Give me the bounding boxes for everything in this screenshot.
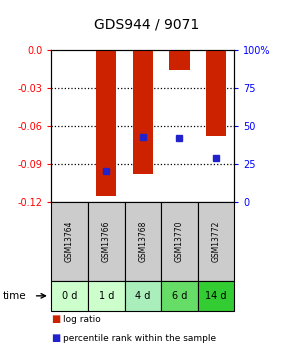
Bar	[96, 50, 116, 196]
Text: log ratio: log ratio	[63, 315, 101, 324]
Text: 1 d: 1 d	[98, 291, 114, 301]
Text: GSM13770: GSM13770	[175, 221, 184, 262]
Text: GSM13764: GSM13764	[65, 221, 74, 262]
Text: 6 d: 6 d	[172, 291, 187, 301]
Text: 0 d: 0 d	[62, 291, 77, 301]
Text: GSM13768: GSM13768	[138, 221, 147, 262]
Bar	[206, 50, 226, 136]
Text: GDS944 / 9071: GDS944 / 9071	[94, 17, 199, 31]
Text: 4 d: 4 d	[135, 291, 151, 301]
Text: GSM13766: GSM13766	[102, 221, 111, 262]
Text: ■: ■	[51, 314, 61, 324]
Text: time: time	[3, 291, 27, 301]
Text: percentile rank within the sample: percentile rank within the sample	[63, 334, 216, 343]
Text: 14 d: 14 d	[205, 291, 227, 301]
Bar	[169, 50, 190, 70]
Text: ■: ■	[51, 333, 61, 343]
Bar	[133, 50, 153, 174]
Text: GSM13772: GSM13772	[212, 221, 221, 262]
